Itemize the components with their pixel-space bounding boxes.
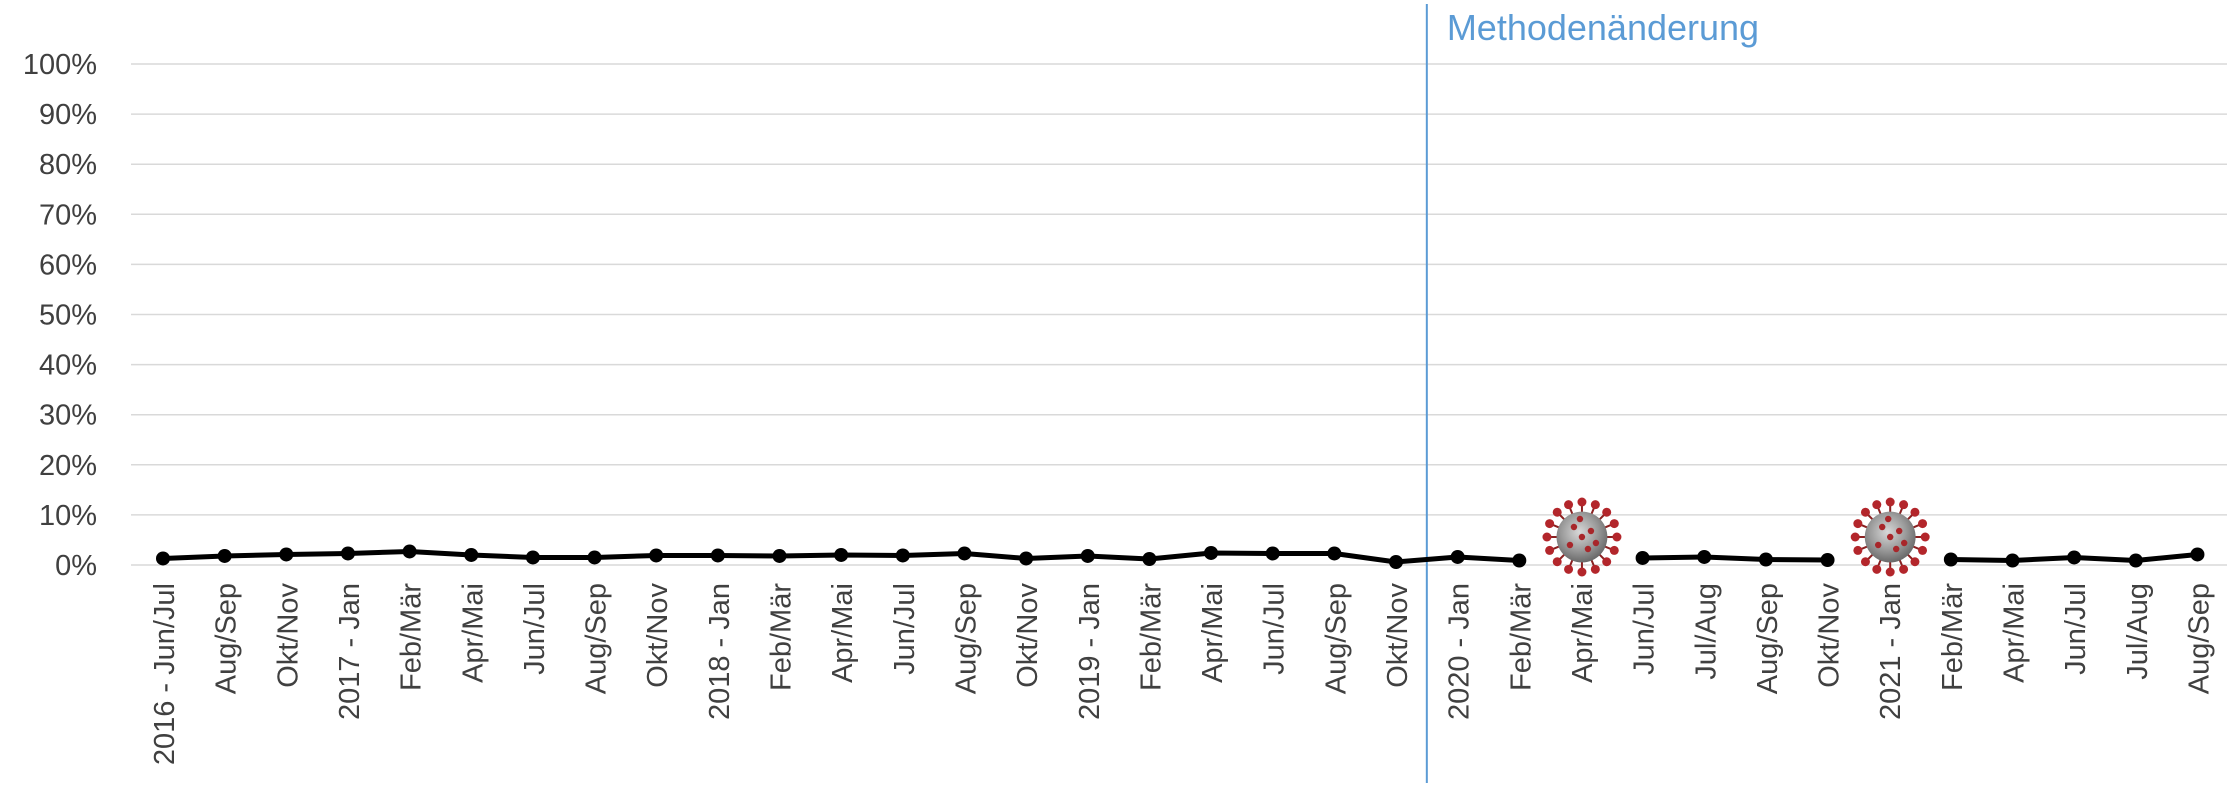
x-tick-label: Jun/Jul [519, 583, 551, 675]
data-point [834, 547, 849, 562]
y-tick-label: 70% [39, 199, 97, 231]
data-point [217, 548, 232, 563]
x-tick-label: Apr/Mai [457, 583, 489, 683]
x-tick-label: 2017 - Jan [334, 583, 366, 720]
icon-markers [1542, 497, 1930, 577]
x-tick-label: Aug/Sep [1320, 583, 1352, 694]
data-point [340, 546, 355, 561]
data-point [1758, 552, 1773, 567]
x-tick-label: Feb/Mär [1505, 583, 1537, 691]
annotation-layer: Methodenänderung [1425, 4, 1759, 783]
x-tick-label: Aug/Sep [581, 583, 613, 694]
x-tick-label: Aug/Sep [950, 583, 982, 694]
x-tick-label: Aug/Sep [211, 583, 243, 694]
data-point [279, 547, 294, 562]
data-point [2190, 547, 2205, 562]
x-tick-label: Apr/Mai [827, 583, 859, 683]
coronavirus-icon [1542, 497, 1622, 577]
data-point [156, 551, 170, 566]
x-tick-label: Apr/Mai [1567, 583, 1599, 683]
x-tick-label: 2019 - Jan [1074, 583, 1106, 720]
data-point [2128, 553, 2143, 568]
data-point [895, 548, 910, 563]
x-tick-label: Apr/Mai [1197, 583, 1229, 683]
data-point [525, 550, 540, 565]
data-point [1389, 554, 1403, 569]
y-tick-label: 90% [39, 99, 97, 131]
y-tick-label: 100% [23, 49, 97, 81]
data-point [587, 550, 602, 565]
x-tick-label: Jun/Jul [1259, 583, 1291, 675]
series-line [1642, 554, 1828, 563]
x-tick-label: Aug/Sep [1752, 583, 1784, 694]
x-tick-label: Okt/Nov [1814, 583, 1846, 688]
data-point [1943, 552, 1958, 567]
x-tick-label: Okt/Nov [642, 583, 674, 688]
x-tick-label: Okt/Nov [272, 583, 304, 688]
y-tick-label: 10% [39, 500, 97, 532]
data-point [1204, 545, 1219, 560]
y-tick-label: 0% [55, 550, 97, 582]
y-tick-label: 30% [39, 400, 97, 432]
x-tick-label: Apr/Mai [1999, 583, 2031, 683]
data-point [1019, 551, 1034, 566]
x-tick-label: Jul/Aug [2122, 583, 2154, 680]
data-point [710, 548, 725, 563]
data-point [1450, 549, 1465, 564]
x-tick-label: Jul/Aug [1690, 583, 1722, 680]
x-tick-label: Jun/Jul [1629, 583, 1661, 675]
y-tick-label: 50% [39, 300, 97, 332]
x-tick-label: 2018 - Jan [704, 583, 736, 720]
data-point [1697, 549, 1712, 564]
x-tick-label: Feb/Mär [1937, 583, 1969, 691]
x-tick-label: 2021 - Jan [1875, 583, 1907, 720]
y-tick-label: 80% [39, 149, 97, 181]
data-point [1635, 550, 1650, 565]
y-axis-tick-labels: 0% 10% 20% 30% 40% 50% 60% 70% 80% 90% 100% [23, 49, 97, 582]
data-point [2067, 550, 2082, 565]
x-tick-label: Jun/Jul [2060, 583, 2092, 675]
x-tick-label: Jun/Jul [889, 583, 921, 675]
x-tick-label: 2020 - Jan [1444, 583, 1476, 720]
x-tick-label: Feb/Mär [766, 583, 798, 691]
gridlines [131, 63, 2227, 566]
data-point [1512, 553, 1527, 568]
data-point [1080, 548, 1095, 563]
coronavirus-icon [1850, 497, 1930, 577]
x-tick-label: Okt/Nov [1012, 583, 1044, 688]
data-point [1265, 546, 1280, 561]
x-tick-label: 2016 - Jun/Jul [149, 583, 181, 765]
data-point [1142, 551, 1157, 566]
x-axis-tick-labels: 2016 - Jun/Jul Aug/Sep Okt/Nov 2017 - Jan Fe… [149, 583, 2215, 766]
y-tick-label: 40% [39, 350, 97, 382]
data-point [464, 547, 479, 562]
x-tick-label: Okt/Nov [1382, 583, 1414, 688]
data-point [1820, 552, 1835, 567]
data-point [772, 548, 787, 563]
x-tick-label: Aug/Sep [2183, 583, 2215, 694]
x-tick-label: Feb/Mär [1135, 583, 1167, 691]
y-tick-label: 20% [39, 450, 97, 482]
data-point [2005, 553, 2020, 568]
data-point [649, 548, 664, 563]
y-tick-label: 60% [39, 249, 97, 281]
series-points [156, 544, 2205, 569]
data-point [957, 546, 972, 561]
data-point [402, 544, 417, 559]
data-point [1327, 546, 1342, 561]
method-change-label: Methodenänderung [1447, 7, 1759, 48]
x-tick-label: Feb/Mär [396, 583, 428, 691]
